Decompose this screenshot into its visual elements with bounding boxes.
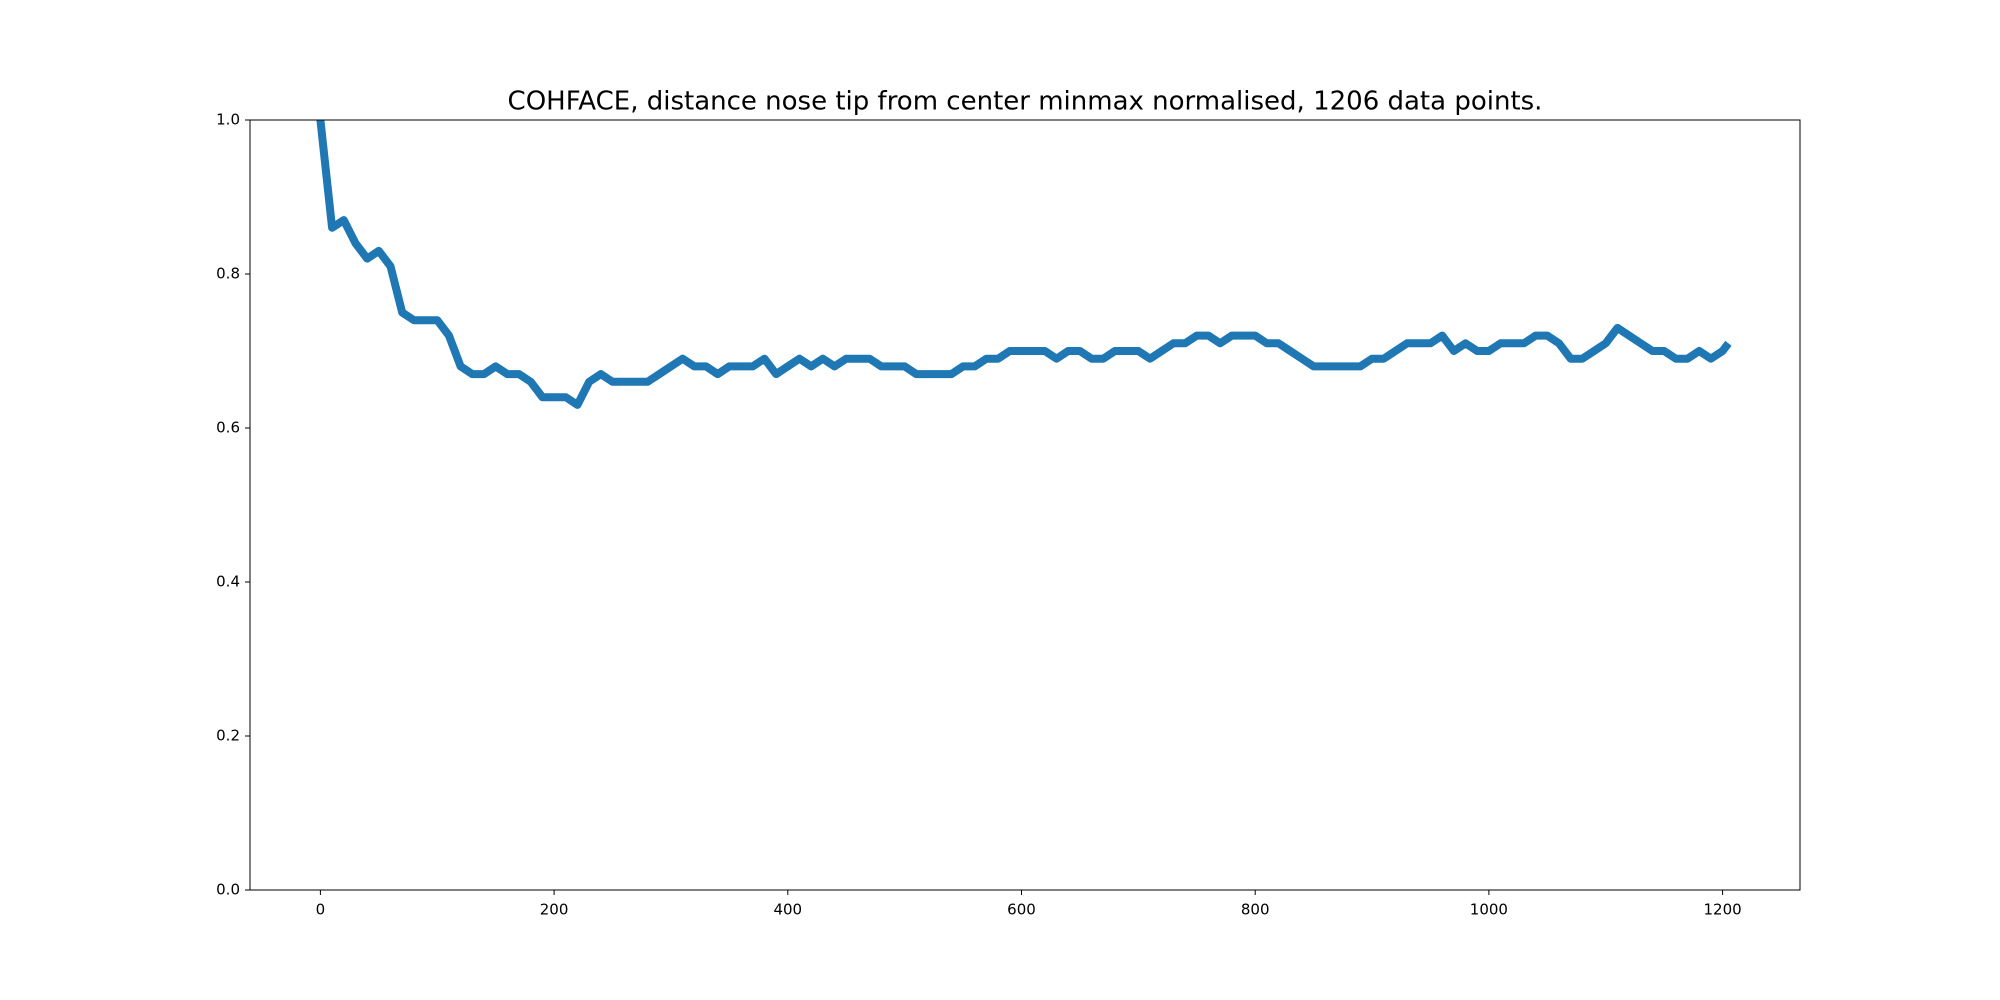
- x-tick-label: 800: [1241, 901, 1270, 919]
- y-tick-label: 0.0: [216, 881, 240, 899]
- y-tick-label: 0.8: [216, 265, 240, 283]
- x-tick-label: 600: [1007, 901, 1036, 919]
- y-tick-label: 0.2: [216, 727, 240, 745]
- x-tick-label: 200: [540, 901, 569, 919]
- y-tick-label: 0.6: [216, 419, 240, 437]
- y-tick-label: 0.4: [216, 573, 240, 591]
- plot-frame: [249, 119, 1801, 891]
- x-tick-label: 400: [773, 901, 802, 919]
- data-line: [316, 120, 1732, 409]
- x-tick-label: 1200: [1703, 901, 1741, 919]
- y-tick-label: 1.0: [216, 111, 240, 129]
- chart-title: COHFACE, distance nose tip from center m…: [508, 87, 1543, 117]
- x-tick-label: 0: [316, 901, 326, 919]
- x-tick-label: 1000: [1470, 901, 1508, 919]
